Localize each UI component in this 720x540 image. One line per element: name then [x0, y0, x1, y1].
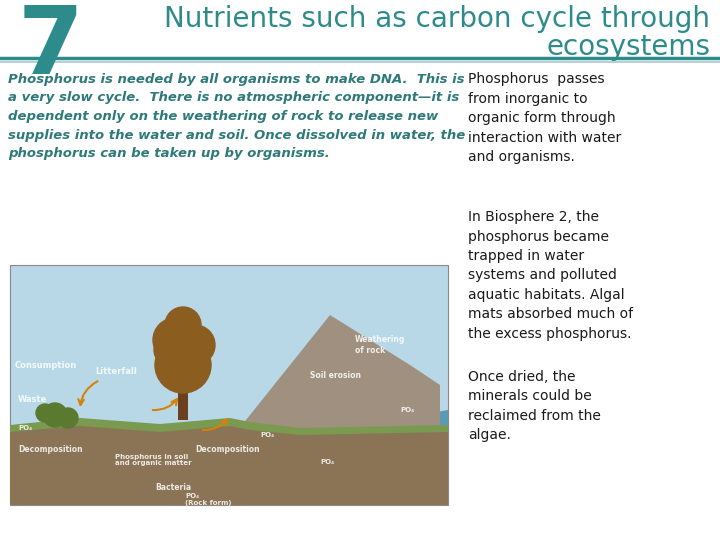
Circle shape — [58, 408, 78, 428]
Text: PO₄: PO₄ — [260, 432, 274, 438]
Text: ecosystems: ecosystems — [546, 33, 710, 61]
Text: Litterfall: Litterfall — [95, 368, 137, 376]
Circle shape — [175, 325, 215, 365]
Text: Once dried, the
minerals could be
reclaimed from the
algae.: Once dried, the minerals could be reclai… — [468, 370, 601, 442]
Text: PO₄: PO₄ — [18, 425, 32, 431]
Polygon shape — [340, 410, 448, 505]
Bar — [10, 430, 448, 505]
Text: Decomposition: Decomposition — [18, 446, 83, 455]
Text: Phosphorus is needed by all organisms to make DNA.  This is: Phosphorus is needed by all organisms to… — [8, 73, 464, 86]
Text: PO₄: PO₄ — [400, 407, 414, 413]
Circle shape — [154, 334, 186, 366]
Circle shape — [153, 318, 197, 362]
Text: Bacteria: Bacteria — [155, 483, 191, 492]
Text: Phosphorus  passes
from inorganic to
organic form through
interaction with water: Phosphorus passes from inorganic to orga… — [468, 72, 621, 164]
Text: dependent only on the weathering of rock to release new: dependent only on the weathering of rock… — [8, 110, 438, 123]
Bar — [10, 265, 448, 505]
Text: Phosphorus in soil
and organic matter: Phosphorus in soil and organic matter — [115, 454, 192, 467]
Circle shape — [43, 403, 67, 427]
Text: Waste: Waste — [18, 395, 48, 404]
Text: phosphorus can be taken up by organisms.: phosphorus can be taken up by organisms. — [8, 147, 330, 160]
Text: Consumption: Consumption — [15, 361, 77, 369]
Text: a very slow cycle.  There is no atmospheric component—it is: a very slow cycle. There is no atmospher… — [8, 91, 459, 105]
Polygon shape — [10, 418, 448, 435]
Text: Soil erosion: Soil erosion — [310, 370, 361, 380]
Text: PO₄
(Rock form): PO₄ (Rock form) — [185, 494, 232, 507]
Circle shape — [155, 337, 211, 393]
Text: PO₄: PO₄ — [320, 459, 334, 465]
Bar — [10, 485, 448, 505]
Bar — [178, 375, 188, 420]
Circle shape — [36, 404, 54, 422]
Text: Weathering
of rock: Weathering of rock — [355, 335, 405, 355]
Text: Decomposition: Decomposition — [195, 446, 260, 455]
Text: Nutrients such as carbon cycle through: Nutrients such as carbon cycle through — [164, 5, 710, 33]
Text: supplies into the water and soil. Once dissolved in water, the: supplies into the water and soil. Once d… — [8, 129, 465, 141]
Bar — [10, 465, 448, 505]
Polygon shape — [10, 422, 448, 505]
Text: 7: 7 — [18, 2, 84, 94]
Text: In Biosphere 2, the
phosphorus became
trapped in water
systems and polluted
aqua: In Biosphere 2, the phosphorus became tr… — [468, 210, 633, 341]
Circle shape — [165, 307, 201, 343]
Polygon shape — [230, 315, 440, 440]
